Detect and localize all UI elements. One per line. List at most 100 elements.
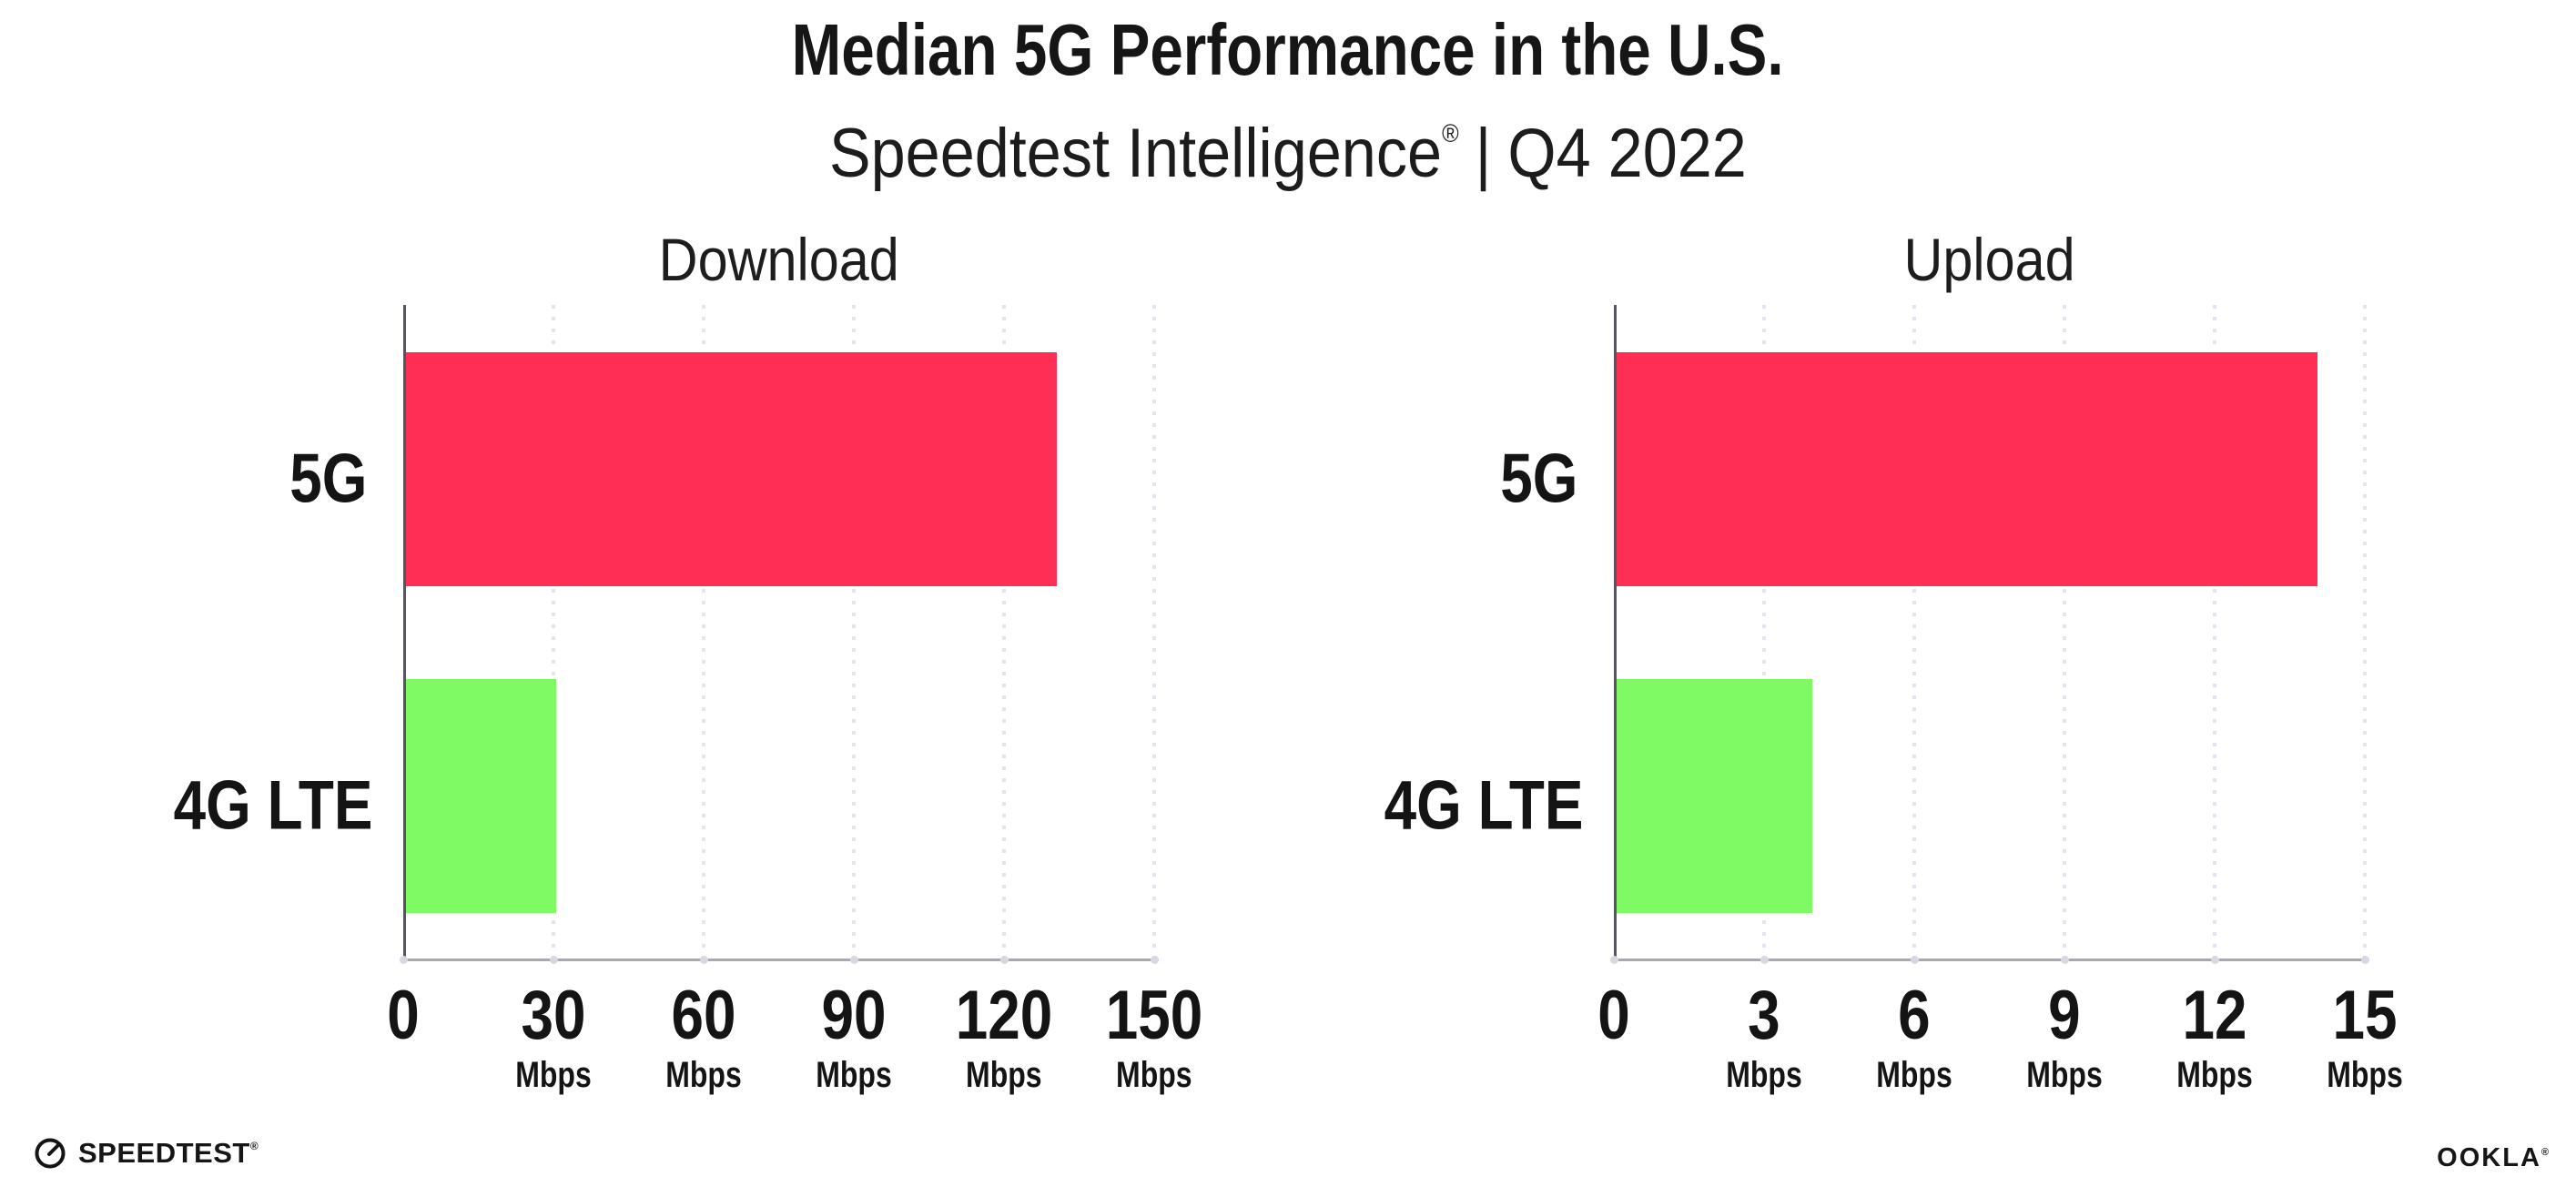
speedtest-gauge-icon [33, 1136, 67, 1171]
x-tick-unit: Mbps [1717, 1057, 1811, 1093]
x-tick-unit: Mbps [1867, 1057, 1962, 1093]
x-tick-value: 6 [1867, 977, 1962, 1054]
category-label-5g: 5G [136, 439, 367, 518]
x-tick-value-text: 6 [1898, 977, 1931, 1054]
x-tick-value: 60 [656, 977, 751, 1054]
x-tick: 3 Mbps [1717, 977, 1811, 1094]
x-tick-value-text: 15 [2332, 977, 2398, 1054]
x-tick-unit-text: Mbps [2327, 1055, 2403, 1095]
gridline [1152, 305, 1156, 959]
axis-tick-dot [1760, 956, 1769, 964]
x-tick-unit-text: Mbps [515, 1055, 592, 1095]
x-tick-value: 12 [2167, 977, 2262, 1054]
x-tick-value: 3 [1717, 977, 1811, 1054]
axis-tick-dot [1610, 956, 1618, 964]
x-tick-value: 150 [1097, 977, 1212, 1054]
registered-mark-icon: ® [249, 1140, 259, 1152]
gridline [2363, 305, 2367, 959]
axis-tick-dot [1151, 956, 1159, 964]
y-axis-line [403, 305, 406, 959]
subtitle-period: Q4 2022 [1507, 115, 1747, 192]
x-tick-value-text: 0 [387, 977, 420, 1054]
x-tick: 120 Mbps [947, 981, 1062, 1094]
category-label-text: 5G [1499, 440, 1577, 517]
x-tick-unit: Mbps [2167, 1057, 2262, 1093]
x-tick: 150 Mbps [1097, 977, 1212, 1095]
ookla-logo: OOKLA® [2437, 1143, 2551, 1173]
x-tick-unit: Mbps [947, 1057, 1062, 1093]
x-tick-unit-text: Mbps [966, 1055, 1042, 1095]
axis-tick-dot [850, 956, 858, 964]
x-tick: 30 Mbps [506, 981, 601, 1095]
category-label-text: 4G LTE [173, 766, 373, 844]
axis-tick-dot [2211, 956, 2219, 964]
category-label-text: 5G [289, 440, 367, 517]
page-subtitle: Speedtest Intelligence® | Q4 2022 [0, 95, 2576, 193]
x-tick-value: 0 [1595, 977, 1633, 1054]
x-tick-value-text: 0 [1597, 977, 1630, 1054]
gridline [1912, 305, 1916, 959]
x-tick-unit: Mbps [656, 1057, 751, 1093]
x-tick: 60 Mbps [656, 977, 751, 1094]
gridline [1762, 305, 1766, 959]
category-label-4g-lte: 4G LTE [136, 766, 373, 845]
axis-tick-dot [700, 956, 708, 964]
chart-title: Upload [1614, 228, 2365, 291]
axis-tick-dot [1911, 956, 1919, 964]
x-tick-value: 120 [947, 981, 1062, 1050]
x-tick-value: 9 [2017, 977, 2112, 1054]
x-tick-unit-text: Mbps [1726, 1055, 1802, 1095]
x-tick-unit: Mbps [2017, 1057, 2112, 1093]
x-tick-unit-text: Mbps [2176, 1055, 2253, 1095]
chart-title-text: Download [658, 226, 899, 293]
gridline [2063, 305, 2066, 959]
gridline [702, 305, 705, 959]
x-tick-value-text: 12 [2182, 977, 2247, 1054]
y-axis-line [1614, 305, 1617, 959]
x-tick-value-text: 150 [1105, 977, 1203, 1054]
axis-tick-dot [2361, 956, 2369, 964]
speedtest-logo: SPEEDTEST® [33, 1136, 259, 1171]
plot-area [400, 305, 1159, 964]
axis-tick-dot [400, 956, 408, 964]
x-tick-value-text: 90 [821, 977, 887, 1054]
download-chart: Download 5G 4G LTE 0 30 Mbps 60 Mbps 90 Mbps 120 Mb… [136, 218, 1203, 1129]
x-tick-unit-text: Mbps [2026, 1055, 2103, 1095]
gridline [1002, 305, 1006, 959]
x-tick-value: 30 [506, 981, 601, 1050]
category-label-5g: 5G [1346, 439, 1577, 518]
x-tick-unit-text: Mbps [1116, 1055, 1192, 1095]
x-tick-value: 15 [2317, 977, 2412, 1054]
subtitle-brand: Speedtest Intelligence [829, 115, 1443, 192]
plot-area [1610, 305, 2369, 964]
ookla-wordmark: OOKLA [2437, 1143, 2541, 1172]
x-tick-unit-text: Mbps [1876, 1055, 1952, 1095]
category-label-4g-lte: 4G LTE [1346, 766, 1584, 845]
axis-tick-dot [1000, 956, 1009, 964]
category-label-text: 4G LTE [1384, 766, 1584, 844]
x-tick-unit-text: Mbps [816, 1055, 892, 1095]
x-tick: 0 [1595, 977, 1633, 1054]
registered-mark-icon: ® [2541, 1147, 2551, 1158]
chart-title-text: Upload [1903, 226, 2075, 293]
x-tick-value-text: 9 [2048, 977, 2081, 1054]
bar-5g [1617, 352, 2317, 586]
x-axis-line [402, 959, 1159, 961]
x-tick-unit: Mbps [806, 1057, 901, 1093]
x-tick-value-text: 3 [1748, 977, 1780, 1054]
x-axis-line [1613, 959, 2369, 961]
axis-tick-dot [550, 956, 558, 964]
x-tick: 0 [384, 977, 422, 1054]
x-tick-unit-text: Mbps [665, 1055, 742, 1095]
axis-tick-dot [2061, 956, 2069, 964]
registered-mark-icon: ® [1442, 119, 1459, 147]
upload-chart: Upload 5G 4G LTE 0 3 Mbps 6 Mbps 9 Mbps 12 Mbps 15 Mb… [1346, 218, 2403, 1129]
x-tick-unit: Mbps [2317, 1057, 2412, 1093]
subtitle-separator: | [1475, 115, 1492, 192]
chart-title: Download [403, 228, 1154, 291]
gridline [2213, 305, 2216, 959]
x-tick-value-text: 60 [671, 977, 736, 1054]
bar-4g-lte [1617, 679, 1812, 913]
bar-4g-lte [406, 679, 556, 913]
